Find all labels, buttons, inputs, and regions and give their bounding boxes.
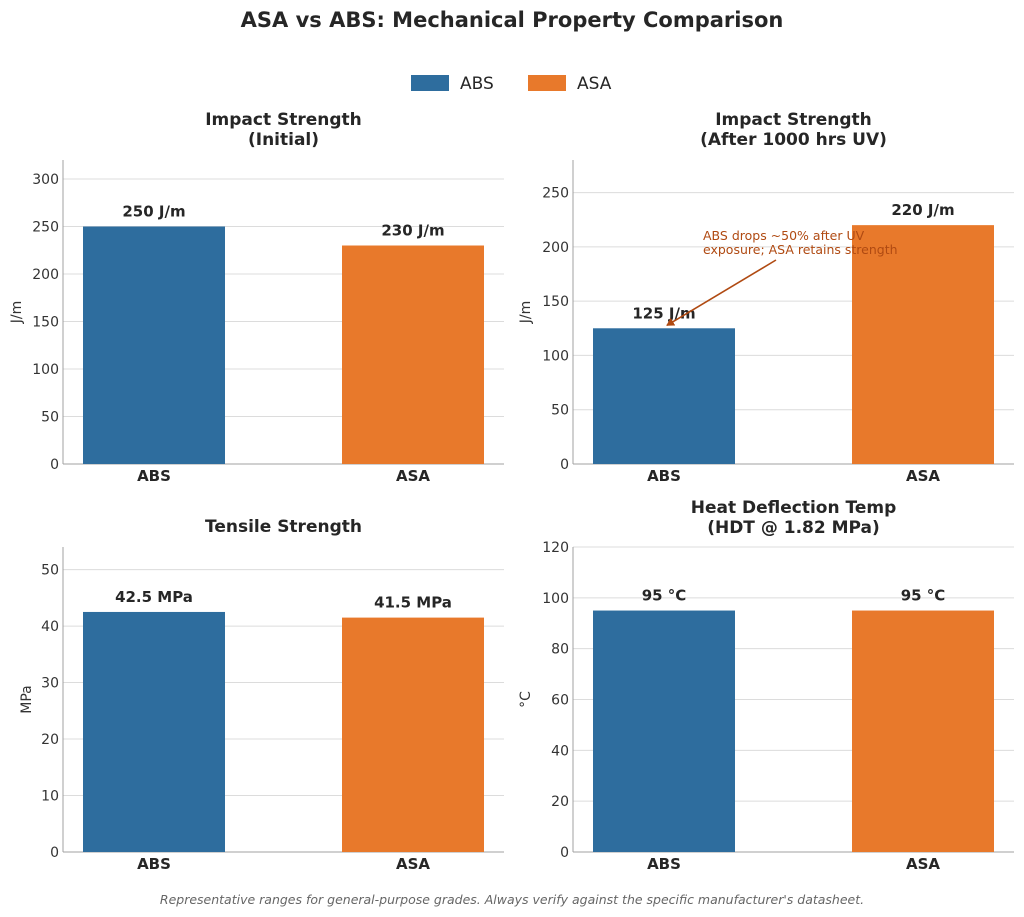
y-axis-label: J/m bbox=[518, 301, 534, 324]
data-label: 95 °C bbox=[642, 587, 687, 605]
bar-asa bbox=[342, 245, 484, 464]
y-tick-label: 50 bbox=[551, 403, 569, 419]
data-label: 220 J/m bbox=[891, 201, 954, 219]
y-tick-label: 200 bbox=[32, 267, 59, 283]
y-axis-label: °C bbox=[518, 691, 534, 708]
legend: ABS ASA bbox=[411, 74, 612, 94]
y-tick-label: 20 bbox=[551, 794, 569, 810]
y-tick-label: 20 bbox=[41, 732, 59, 748]
chart-panel-1: Impact Strength (Initial) 0 50 100 150 200 250 3… bbox=[9, 110, 504, 485]
y-tick-label: 0 bbox=[50, 457, 59, 473]
bar-abs bbox=[593, 328, 735, 464]
y-axis-label: J/m bbox=[9, 301, 25, 324]
y-tick-label: 0 bbox=[560, 845, 569, 861]
bar-asa bbox=[852, 225, 994, 464]
y-tick-label: 100 bbox=[32, 362, 59, 378]
y-tick-label: 250 bbox=[542, 186, 569, 202]
y-tick-label: 150 bbox=[32, 315, 59, 331]
y-tick-label: 40 bbox=[551, 743, 569, 759]
x-tick-label-abs: ABS bbox=[647, 467, 681, 485]
bar-abs bbox=[83, 611, 225, 852]
panel-title: Impact Strength (After 1000 hrs UV) bbox=[700, 110, 887, 150]
panel-title: Heat Deflection Temp (HDT @ 1.82 MPa) bbox=[691, 498, 897, 538]
legend-swatch-asa bbox=[528, 75, 566, 91]
y-tick-label: 50 bbox=[41, 563, 59, 579]
figure-title: ASA vs ABS: Mechanical Property Comparis… bbox=[241, 8, 784, 32]
x-tick-label-abs: ABS bbox=[137, 855, 171, 873]
y-tick-label: 250 bbox=[32, 220, 59, 236]
x-tick-label-abs: ABS bbox=[647, 855, 681, 873]
chart-panel-3: Tensile Strength 0 10 20 30 40 50 MPa 42.5 MPa AB… bbox=[19, 517, 504, 873]
bar-asa bbox=[852, 610, 994, 852]
y-tick-label: 40 bbox=[41, 619, 59, 635]
bar-abs bbox=[83, 226, 225, 464]
chart-panel-4: Heat Deflection Temp (HDT @ 1.82 MPa) 0 20 4… bbox=[518, 498, 1014, 873]
y-tick-label: 100 bbox=[542, 348, 569, 364]
data-label: 250 J/m bbox=[122, 203, 185, 221]
data-label: 95 °C bbox=[901, 587, 946, 605]
panel-title: Tensile Strength bbox=[205, 517, 362, 537]
y-tick-label: 60 bbox=[551, 693, 569, 709]
y-tick-label: 80 bbox=[551, 642, 569, 658]
y-tick-label: 100 bbox=[542, 591, 569, 607]
y-tick-label: 0 bbox=[560, 457, 569, 473]
bar-abs bbox=[593, 610, 735, 852]
y-tick-label: 120 bbox=[542, 540, 569, 556]
x-tick-label-asa: ASA bbox=[906, 855, 940, 873]
y-tick-label: 10 bbox=[41, 789, 59, 805]
x-tick-label-asa: ASA bbox=[906, 467, 940, 485]
legend-label-asa: ASA bbox=[577, 74, 612, 94]
y-tick-label: 30 bbox=[41, 676, 59, 692]
legend-label-abs: ABS bbox=[460, 74, 494, 94]
panels: Impact Strength (Initial)0501001502002503… bbox=[9, 110, 1014, 873]
footnote: Representative ranges for general-purpos… bbox=[160, 892, 864, 907]
x-tick-label-asa: ASA bbox=[396, 855, 430, 873]
panel-title: Impact Strength (Initial) bbox=[205, 110, 362, 150]
y-tick-label: 50 bbox=[41, 410, 59, 426]
annotation-text: ABS drops ~50% after UV exposure; ASA ret… bbox=[703, 228, 898, 257]
annotation-arrow bbox=[666, 259, 777, 326]
y-tick-label: 150 bbox=[542, 294, 569, 310]
y-tick-label: 300 bbox=[32, 172, 59, 188]
y-tick-label: 200 bbox=[542, 240, 569, 256]
x-tick-label-asa: ASA bbox=[396, 467, 430, 485]
data-label: 41.5 MPa bbox=[374, 594, 452, 612]
y-axis-label: MPa bbox=[19, 685, 35, 713]
legend-swatch-abs bbox=[411, 75, 449, 91]
y-tick-label: 0 bbox=[50, 845, 59, 861]
x-tick-label-abs: ABS bbox=[137, 467, 171, 485]
data-label: 230 J/m bbox=[381, 222, 444, 240]
chart-panel-2: Impact Strength (After 1000 hrs UV) 0 50 100… bbox=[518, 110, 1014, 485]
data-label: 42.5 MPa bbox=[115, 588, 193, 606]
bar-asa bbox=[342, 617, 484, 852]
